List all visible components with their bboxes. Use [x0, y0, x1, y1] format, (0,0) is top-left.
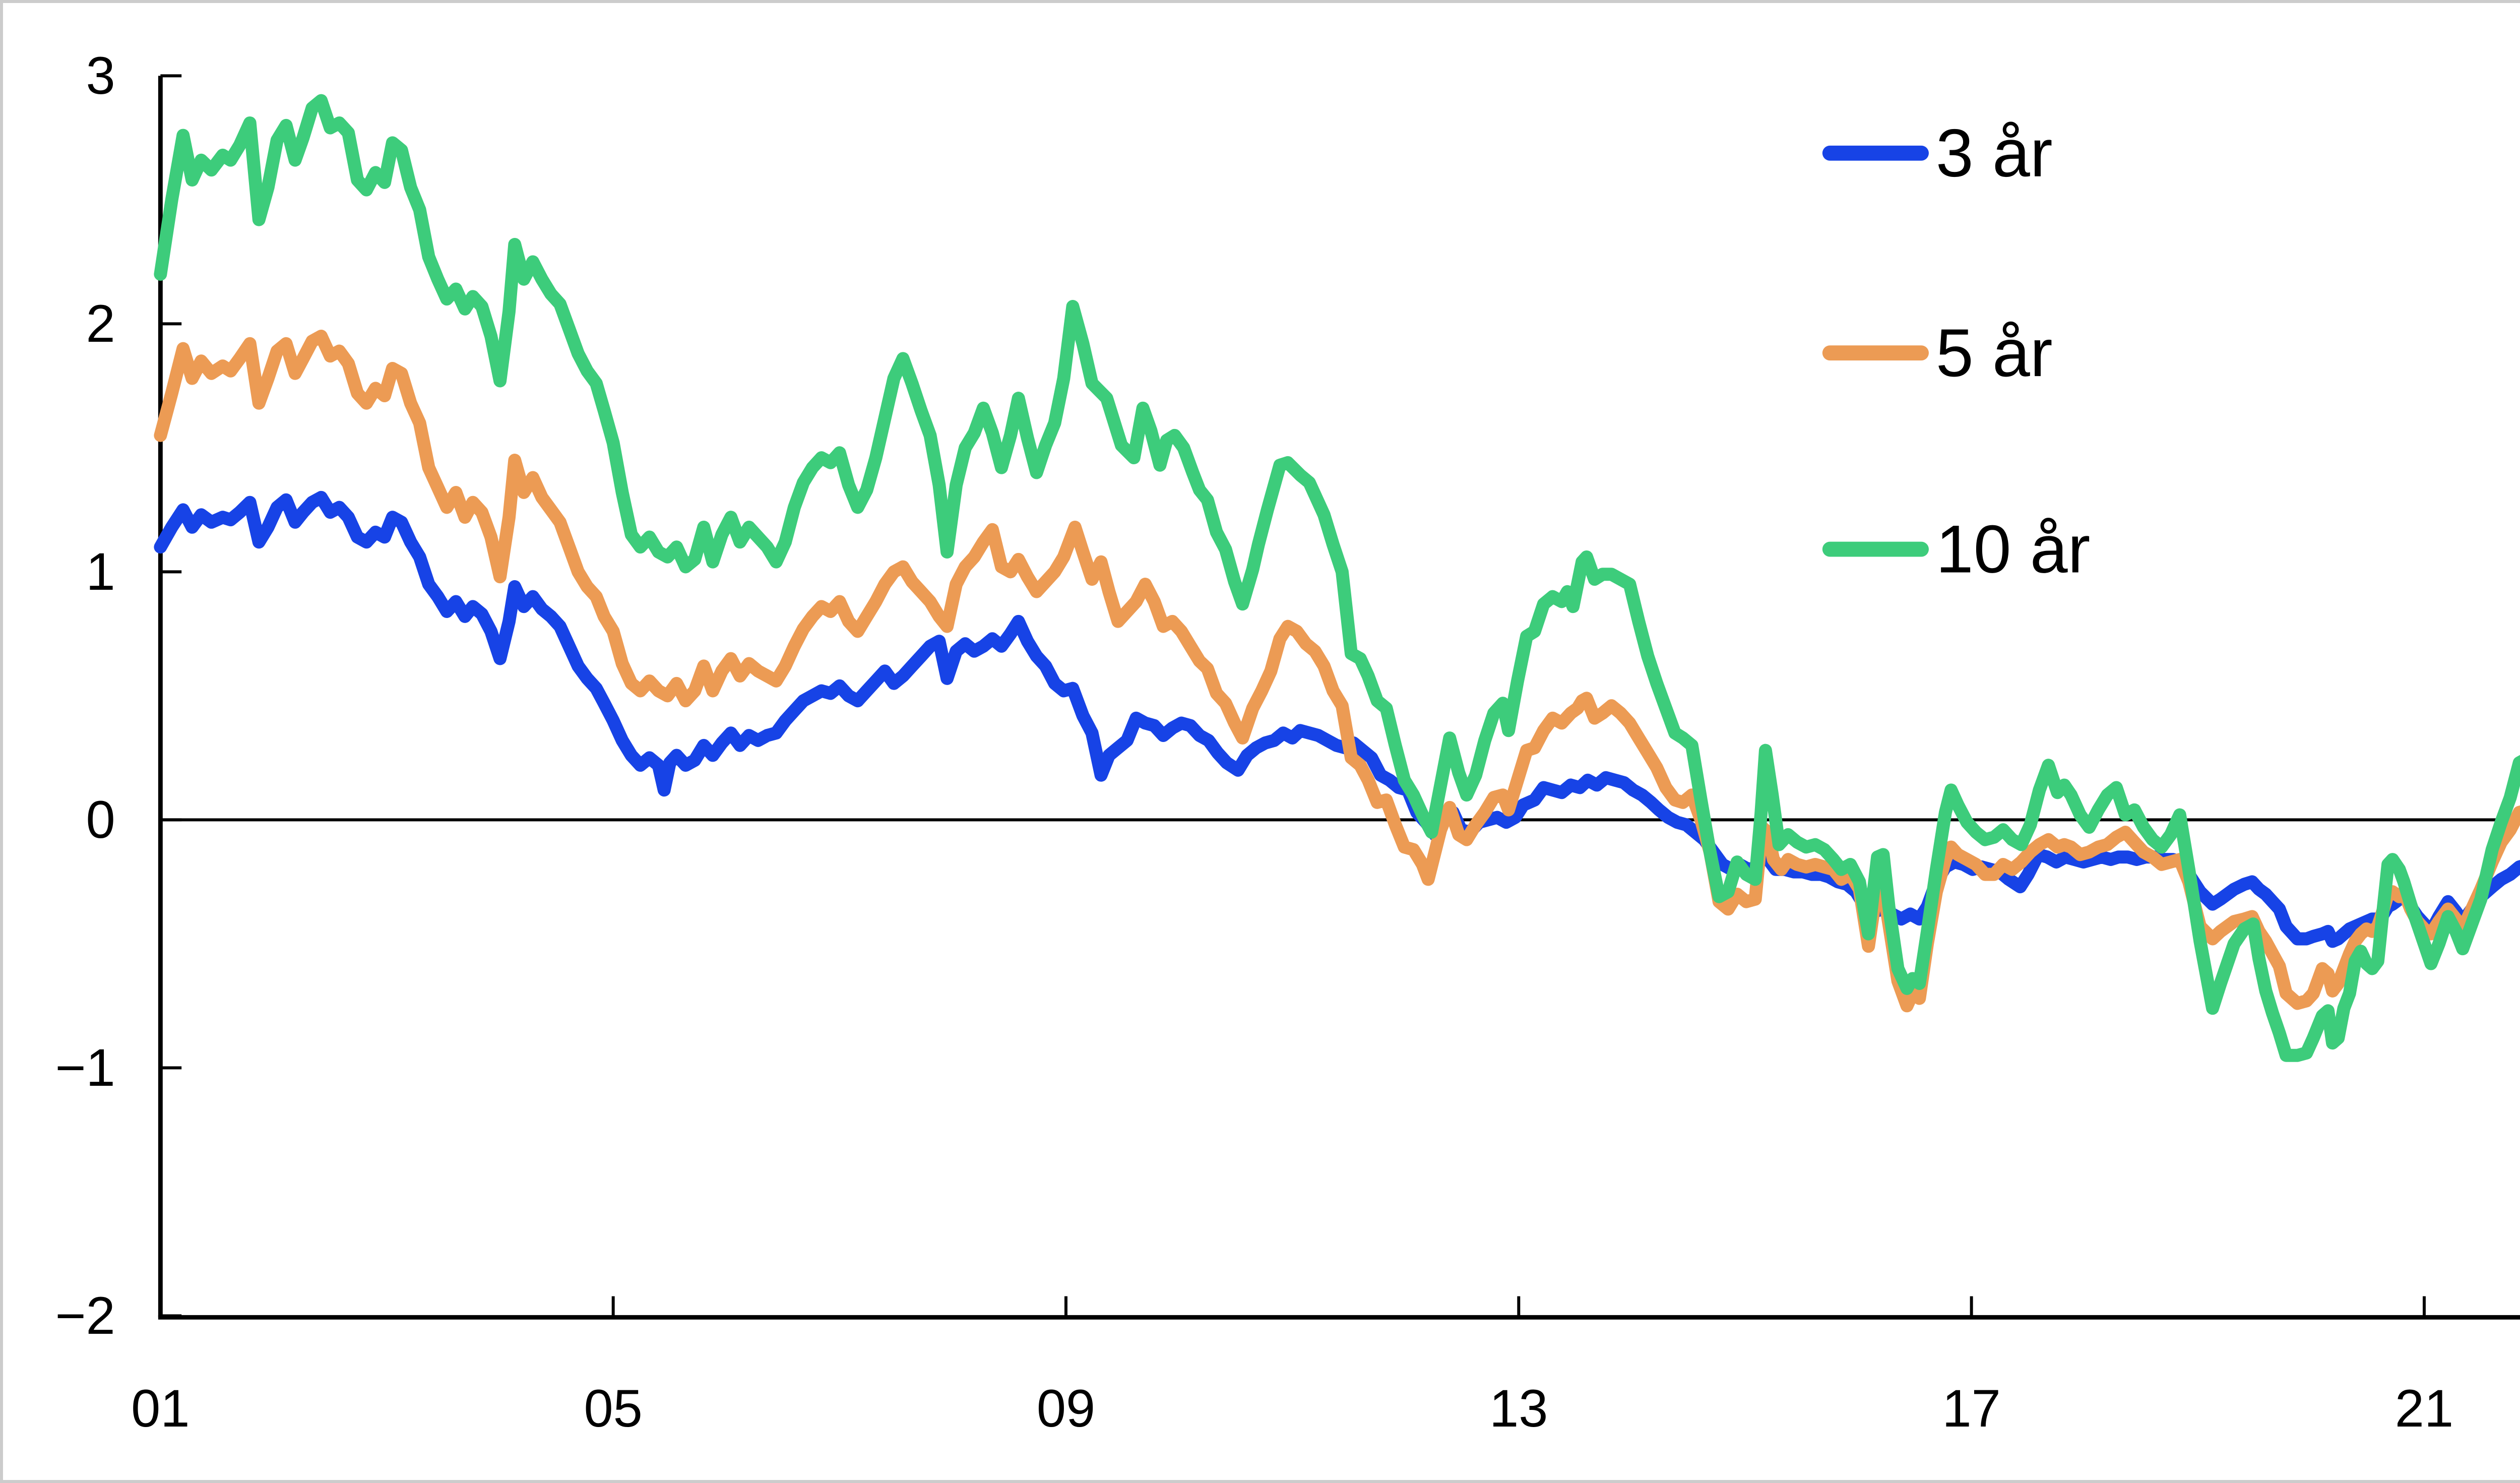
- y-axis-label-left: −1: [55, 1038, 115, 1097]
- x-axis-label: 05: [584, 1379, 643, 1438]
- x-axis-label: 17: [1942, 1379, 2000, 1438]
- x-axis-label: 13: [1489, 1379, 1548, 1438]
- x-axis-label: 09: [1037, 1379, 1095, 1438]
- y-axis-label-left: 3: [86, 46, 115, 105]
- y-axis-label-left: 1: [86, 542, 115, 601]
- legend-label-3-år: 3 år: [1936, 115, 2053, 191]
- legend-label-5-år: 5 år: [1936, 315, 2053, 391]
- series-line-10-år: [154, 94, 2520, 1062]
- y-axis-label-left: 2: [86, 294, 115, 353]
- x-axis-label: 01: [131, 1379, 190, 1438]
- x-axis-label: 21: [2395, 1379, 2453, 1438]
- legend-label-10-år: 10 år: [1936, 512, 2090, 587]
- y-axis-label-left: 0: [86, 790, 115, 849]
- series-line-5-år: [154, 330, 2520, 1013]
- y-axis-label-left: −2: [55, 1286, 115, 1345]
